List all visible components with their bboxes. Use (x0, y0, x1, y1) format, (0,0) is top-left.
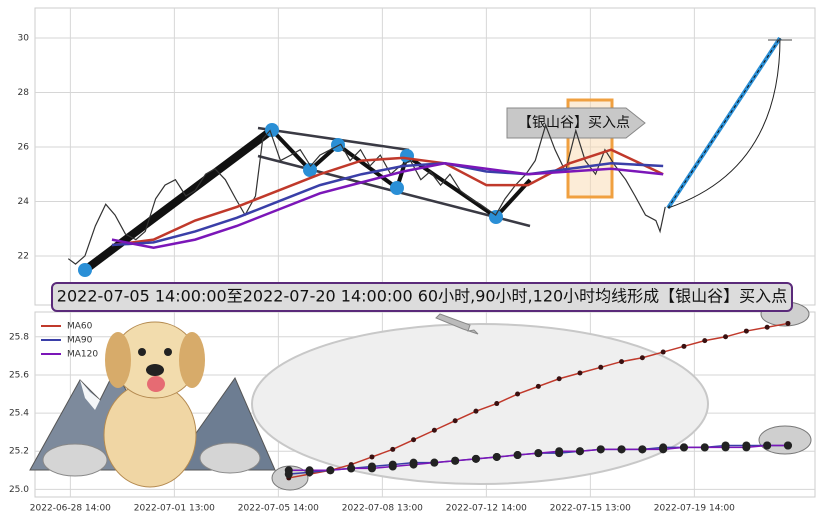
series-marker (743, 328, 749, 334)
legend-label: MA90 (67, 336, 93, 346)
series-marker (700, 443, 709, 452)
y-tick-label: 25.4 (9, 409, 29, 419)
series-marker (742, 443, 751, 452)
series-marker (347, 464, 356, 473)
x-tick-label: 2022-07-15 13:00 (550, 504, 631, 514)
y-tick-label: 26 (18, 142, 30, 152)
y-tick-label: 25.6 (9, 370, 29, 380)
series-marker (388, 462, 397, 471)
series-marker (431, 427, 437, 433)
series-marker (452, 418, 458, 424)
series-marker (367, 464, 376, 473)
plot-area (34, 7, 816, 306)
series-marker (577, 370, 583, 376)
y-tick-label: 30 (18, 33, 30, 43)
series-marker (785, 320, 791, 326)
series-marker (681, 343, 687, 349)
series-marker (535, 383, 541, 389)
series-marker (763, 441, 772, 450)
series-marker (619, 359, 625, 365)
x-tick-label: 2022-07-05 14:00 (238, 504, 319, 514)
legend-label: MA120 (67, 350, 98, 360)
series-marker (534, 449, 543, 458)
series-marker (660, 349, 666, 355)
series-marker (390, 446, 396, 452)
series-marker (596, 445, 605, 454)
series-marker (409, 460, 418, 469)
x-tick-label: 2022-07-19 14:00 (654, 504, 735, 514)
series-marker (471, 454, 480, 463)
series-marker (659, 445, 668, 454)
x-tick-label: 2022-06-28 14:00 (30, 504, 111, 514)
y-tick-label: 24 (18, 197, 30, 207)
annotation-label: 【银山谷】买入点 (518, 115, 630, 131)
y-tick-label: 25.0 (9, 485, 29, 495)
series-marker (702, 338, 708, 344)
decoration (29, 301, 812, 491)
series-marker (783, 441, 792, 450)
series-marker (556, 376, 562, 382)
series-marker (430, 458, 439, 467)
series-marker (638, 445, 647, 454)
series-marker (473, 408, 479, 414)
series-marker (721, 443, 730, 452)
series-marker (764, 324, 770, 330)
series-marker (492, 452, 501, 461)
y-tick-label: 22 (18, 251, 29, 261)
series-line (111, 148, 664, 247)
series-marker (369, 454, 375, 460)
series-line (111, 162, 664, 250)
y-tick-label: 28 (18, 88, 30, 98)
y-tick-label: 25.8 (9, 332, 29, 342)
series-marker (723, 334, 729, 340)
series-marker (411, 437, 417, 443)
series-marker (513, 451, 522, 460)
x-tick-label: 2022-07-01 13:00 (134, 504, 215, 514)
x-tick-label: 2022-07-08 13:00 (342, 504, 423, 514)
series-marker (617, 445, 626, 454)
y-tick-label: 25.2 (9, 447, 29, 457)
series-marker (679, 443, 688, 452)
series-line (111, 162, 664, 247)
series-marker (639, 355, 645, 361)
legend-label: MA60 (67, 322, 93, 332)
pattern-overlay (78, 36, 792, 277)
series-line (67, 123, 666, 265)
series-marker (326, 466, 335, 475)
series-marker (494, 401, 500, 407)
banner-box (51, 282, 793, 312)
banner-text: 2022-07-05 14:00:00至2022-07-20 14:00:00 … (57, 287, 787, 306)
series-marker (575, 447, 584, 456)
series-marker (515, 391, 521, 397)
series-marker (451, 456, 460, 465)
series-marker (598, 364, 604, 370)
series-marker (284, 466, 293, 475)
x-tick-label: 2022-07-12 14:00 (446, 504, 527, 514)
series-marker (305, 466, 314, 475)
series-marker (555, 447, 564, 456)
